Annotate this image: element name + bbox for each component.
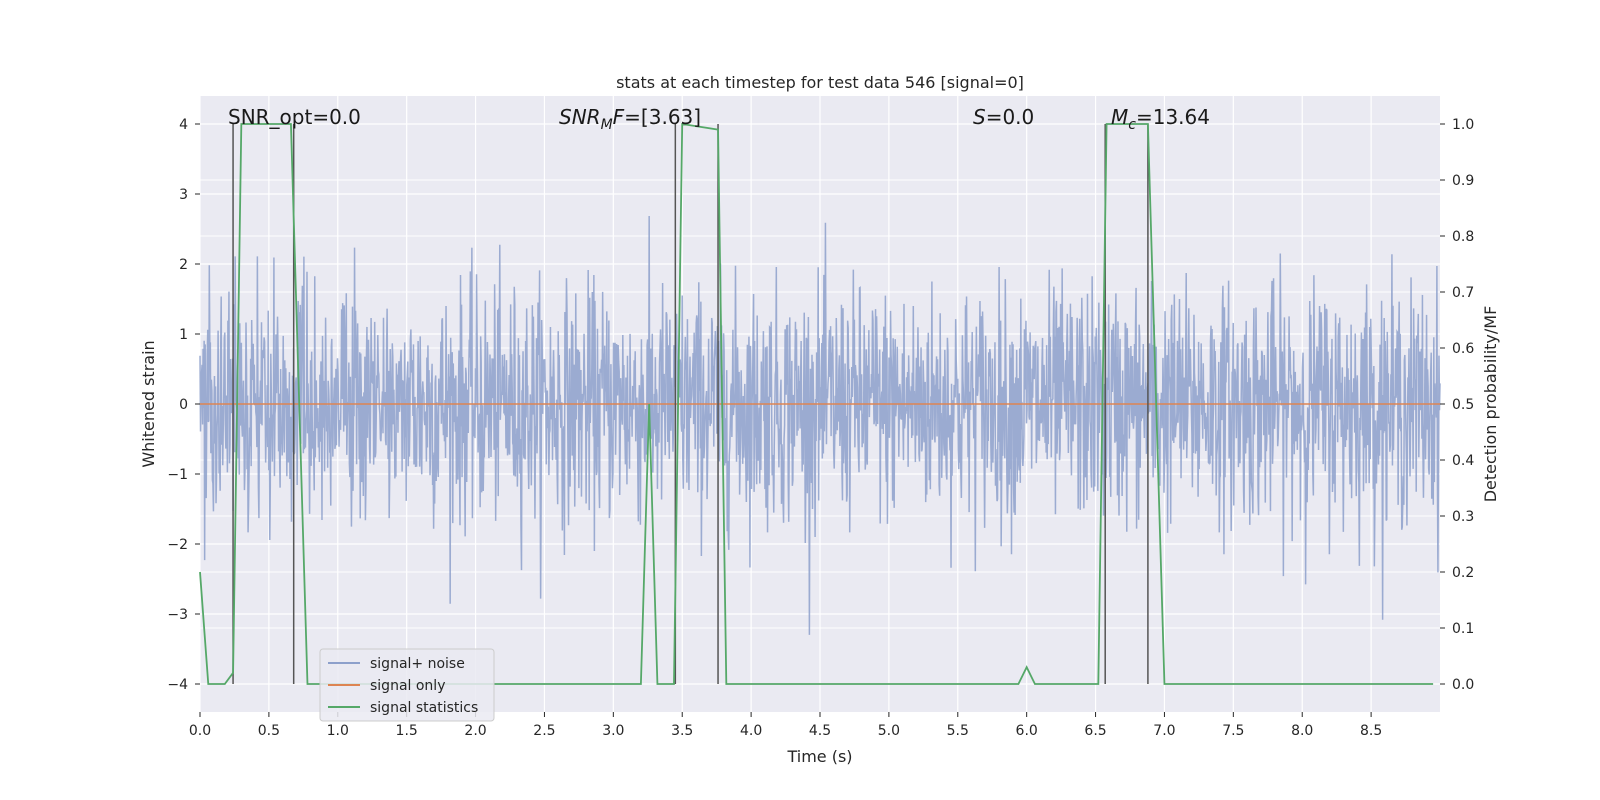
y-tick-label-right-2: 0.2 xyxy=(1452,565,1474,581)
x-tick-label-13: 6.5 xyxy=(1084,723,1106,739)
y-tick-label-right-1: 0.1 xyxy=(1452,621,1474,637)
y-tick-label-right-3: 0.3 xyxy=(1452,509,1474,525)
annotation-mc-value: =13.64 xyxy=(1136,105,1210,129)
y-tick-label-right-9: 0.9 xyxy=(1452,173,1474,189)
y-tick-label-left-0: −4 xyxy=(167,677,188,693)
series-signal-statistics-line xyxy=(199,122,1434,685)
y-axis-label-left: Whitened strain xyxy=(139,340,158,467)
annotation-mc-sub: c xyxy=(1128,117,1136,133)
x-tick-label-16: 8.0 xyxy=(1291,723,1313,739)
y-tick-label-right-0: 0.0 xyxy=(1452,677,1474,693)
x-tick-label-4: 2.0 xyxy=(464,723,486,739)
annotation-snr-mf-italic: F xyxy=(613,105,625,129)
x-tick-label-10: 5.0 xyxy=(878,723,900,739)
annotation-snr-mf-value: =[3.63] xyxy=(624,105,701,129)
x-tick-label-0: 0.0 xyxy=(189,723,211,739)
y-tick-label-right-7: 0.7 xyxy=(1452,285,1474,301)
x-tick-label-3: 1.5 xyxy=(396,723,418,739)
y-tick-label-left-6: 2 xyxy=(179,257,188,273)
annotation-s: S=0.0 xyxy=(973,105,1034,129)
legend-box xyxy=(319,648,495,722)
x-axis-label: Time (s) xyxy=(786,747,852,766)
x-tick-label-15: 7.5 xyxy=(1222,723,1244,739)
x-tick-label-12: 6.0 xyxy=(1016,723,1038,739)
legend-entry-signal: signal only xyxy=(370,678,445,694)
x-tick-label-5: 2.5 xyxy=(533,723,555,739)
y-tick-label-right-10: 1.0 xyxy=(1452,117,1474,133)
x-tick-label-9: 4.5 xyxy=(809,723,831,739)
annotation-snr-mf-main: SNR xyxy=(559,105,601,129)
y-tick-label-left-8: 4 xyxy=(179,117,188,133)
stats-series xyxy=(199,122,1434,685)
y-tick-label-left-1: −3 xyxy=(167,607,188,623)
x-tick-label-2: 1.0 xyxy=(327,723,349,739)
y-tick-label-left-2: −2 xyxy=(167,537,188,553)
y-tick-label-left-3: −1 xyxy=(167,467,188,483)
y-ticks-right: 0.0 0.1 0.2 0.3 0.4 0.5 0.6 0.7 0.8 0.9 1.0 xyxy=(1440,117,1474,693)
x-tick-label-8: 4.0 xyxy=(740,723,762,739)
legend: signal+ noise signal only signal statist… xyxy=(319,648,495,722)
y-tick-label-right-8: 0.8 xyxy=(1452,229,1474,245)
annotation-mc: Mc=13.64 xyxy=(1111,105,1210,133)
x-tick-label-1: 0.5 xyxy=(258,723,280,739)
x-tick-label-6: 3.0 xyxy=(602,723,624,739)
x-tick-label-14: 7.0 xyxy=(1153,723,1175,739)
x-tick-label-17: 8.5 xyxy=(1360,723,1382,739)
legend-entry-stats: signal statistics xyxy=(370,700,478,716)
y-tick-label-left-4: 0 xyxy=(179,397,188,413)
x-ticks: 0.0 0.5 1.0 1.5 2.0 2.5 3.0 3.5 4.0 4.5 5.0 5.5 6.0 6… xyxy=(189,712,1382,739)
x-tick-label-7: 3.5 xyxy=(671,723,693,739)
y-axis-label-right: Detection probability/MF xyxy=(1481,306,1500,503)
y-tick-label-left-5: 1 xyxy=(179,327,188,343)
annotation-s-value: =0.0 xyxy=(986,105,1035,129)
x-tick-label-11: 5.5 xyxy=(947,723,969,739)
chart-title: stats at each timestep for test data 546… xyxy=(616,73,1024,92)
y-tick-label-right-4: 0.4 xyxy=(1452,453,1474,469)
y-tick-label-right-6: 0.6 xyxy=(1452,341,1474,357)
legend-entry-noise: signal+ noise xyxy=(370,656,465,672)
annotation-snr-mf: SNRMF=[3.63] xyxy=(559,105,701,133)
y-tick-label-left-7: 3 xyxy=(179,187,188,203)
annotation-s-main: S xyxy=(973,105,986,129)
annotation-mc-main: M xyxy=(1111,105,1128,129)
y-ticks-left: −4 −3 −2 −1 0 1 2 3 4 xyxy=(167,117,200,693)
annotation-snr-opt: SNR_opt=0.0 xyxy=(228,105,361,129)
annotation-snr-mf-sub: M xyxy=(601,117,613,133)
y-tick-label-right-5: 0.5 xyxy=(1452,397,1474,413)
